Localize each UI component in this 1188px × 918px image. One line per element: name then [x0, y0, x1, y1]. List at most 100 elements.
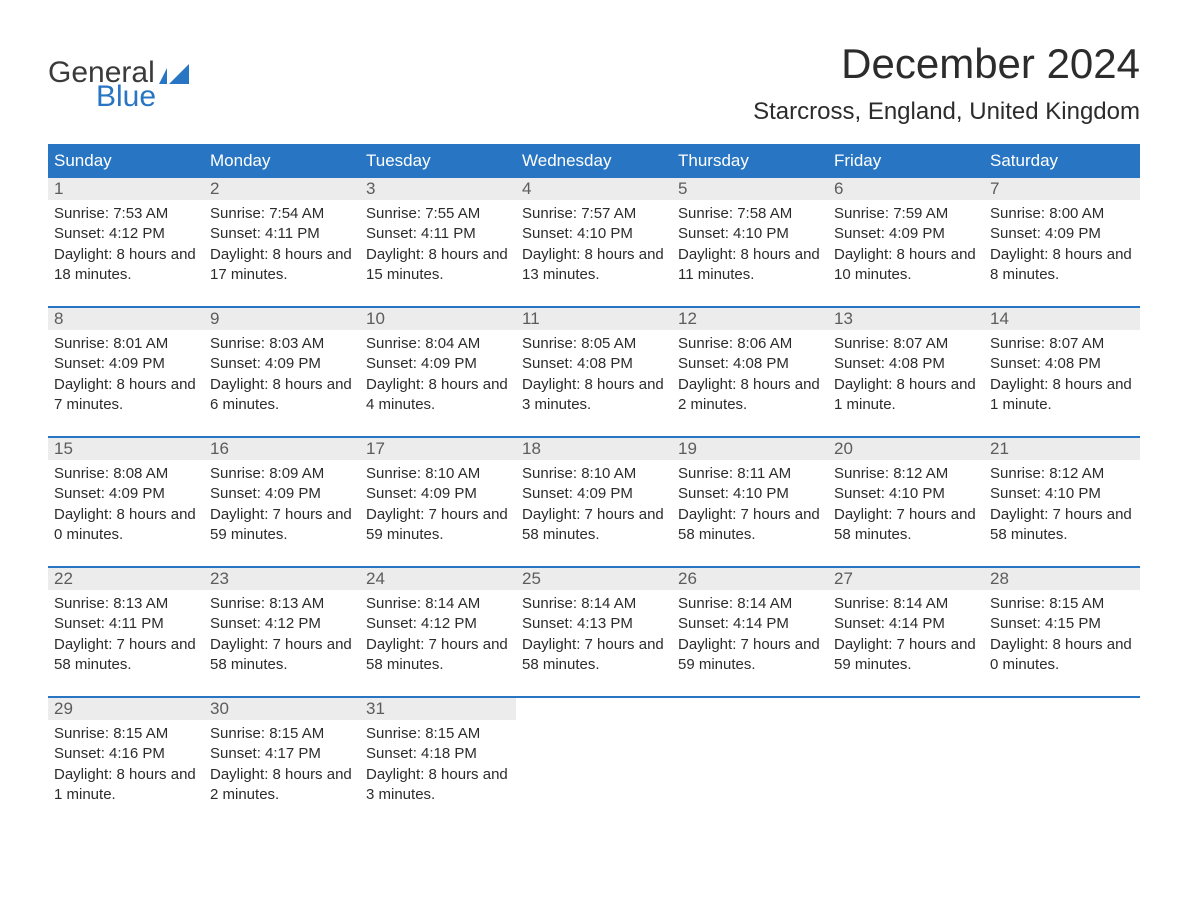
day-content: Sunrise: 8:15 AMSunset: 4:15 PMDaylight:…: [984, 590, 1140, 683]
day-cell: 21Sunrise: 8:12 AMSunset: 4:10 PMDayligh…: [984, 438, 1140, 566]
day-cell: 5Sunrise: 7:58 AMSunset: 4:10 PMDaylight…: [672, 178, 828, 306]
day-number: 25: [516, 568, 672, 590]
sunrise-line: Sunrise: 8:07 AM: [834, 334, 978, 354]
daylight-line: Daylight: 8 hours and 1 minute.: [834, 375, 978, 416]
week-row: 1Sunrise: 7:53 AMSunset: 4:12 PMDaylight…: [48, 178, 1140, 306]
logo: General Blue: [48, 40, 189, 112]
day-number: 21: [984, 438, 1140, 460]
daylight-line: Daylight: 7 hours and 58 minutes.: [54, 635, 198, 676]
day-content: Sunrise: 8:09 AMSunset: 4:09 PMDaylight:…: [204, 460, 360, 553]
sunset-line: Sunset: 4:08 PM: [678, 354, 822, 374]
daylight-line: Daylight: 7 hours and 58 minutes.: [990, 505, 1134, 546]
sunrise-line: Sunrise: 8:14 AM: [678, 594, 822, 614]
daylight-line: Daylight: 8 hours and 17 minutes.: [210, 245, 354, 286]
day-cell: 12Sunrise: 8:06 AMSunset: 4:08 PMDayligh…: [672, 308, 828, 436]
day-content: Sunrise: 8:13 AMSunset: 4:12 PMDaylight:…: [204, 590, 360, 683]
day-number: 3: [360, 178, 516, 200]
day-number: 13: [828, 308, 984, 330]
day-number: 29: [48, 698, 204, 720]
day-content: Sunrise: 8:06 AMSunset: 4:08 PMDaylight:…: [672, 330, 828, 423]
day-number-empty: [828, 698, 984, 720]
sunset-line: Sunset: 4:10 PM: [678, 224, 822, 244]
day-content: Sunrise: 8:14 AMSunset: 4:14 PMDaylight:…: [828, 590, 984, 683]
sunset-line: Sunset: 4:15 PM: [990, 614, 1134, 634]
day-cell: 19Sunrise: 8:11 AMSunset: 4:10 PMDayligh…: [672, 438, 828, 566]
day-cell: [984, 698, 1140, 826]
calendar-body: 1Sunrise: 7:53 AMSunset: 4:12 PMDaylight…: [48, 178, 1140, 826]
day-content: Sunrise: 8:15 AMSunset: 4:18 PMDaylight:…: [360, 720, 516, 813]
sunset-line: Sunset: 4:11 PM: [54, 614, 198, 634]
logo-wave-icon: [159, 64, 189, 88]
day-cell: 31Sunrise: 8:15 AMSunset: 4:18 PMDayligh…: [360, 698, 516, 826]
week-row: 15Sunrise: 8:08 AMSunset: 4:09 PMDayligh…: [48, 436, 1140, 566]
sunset-line: Sunset: 4:10 PM: [522, 224, 666, 244]
week-row: 22Sunrise: 8:13 AMSunset: 4:11 PMDayligh…: [48, 566, 1140, 696]
day-cell: [672, 698, 828, 826]
day-content: Sunrise: 7:59 AMSunset: 4:09 PMDaylight:…: [828, 200, 984, 293]
day-number: 11: [516, 308, 672, 330]
sunrise-line: Sunrise: 8:00 AM: [990, 204, 1134, 224]
day-content: Sunrise: 7:55 AMSunset: 4:11 PMDaylight:…: [360, 200, 516, 293]
sunset-line: Sunset: 4:09 PM: [366, 354, 510, 374]
day-content: Sunrise: 8:07 AMSunset: 4:08 PMDaylight:…: [828, 330, 984, 423]
weekday-header: SundayMondayTuesdayWednesdayThursdayFrid…: [48, 144, 1140, 178]
sunset-line: Sunset: 4:12 PM: [366, 614, 510, 634]
daylight-line: Daylight: 8 hours and 3 minutes.: [522, 375, 666, 416]
daylight-line: Daylight: 7 hours and 58 minutes.: [210, 635, 354, 676]
header: General Blue December 2024 Starcross, En…: [48, 40, 1140, 126]
sunset-line: Sunset: 4:14 PM: [834, 614, 978, 634]
sunrise-line: Sunrise: 8:10 AM: [366, 464, 510, 484]
day-number: 10: [360, 308, 516, 330]
day-content: Sunrise: 8:14 AMSunset: 4:12 PMDaylight:…: [360, 590, 516, 683]
daylight-line: Daylight: 8 hours and 18 minutes.: [54, 245, 198, 286]
day-number: 8: [48, 308, 204, 330]
week-row: 8Sunrise: 8:01 AMSunset: 4:09 PMDaylight…: [48, 306, 1140, 436]
daylight-line: Daylight: 7 hours and 58 minutes.: [366, 635, 510, 676]
sunrise-line: Sunrise: 8:14 AM: [366, 594, 510, 614]
daylight-line: Daylight: 7 hours and 58 minutes.: [522, 635, 666, 676]
day-content: Sunrise: 8:15 AMSunset: 4:16 PMDaylight:…: [48, 720, 204, 813]
daylight-line: Daylight: 8 hours and 11 minutes.: [678, 245, 822, 286]
sunset-line: Sunset: 4:09 PM: [834, 224, 978, 244]
daylight-line: Daylight: 8 hours and 3 minutes.: [366, 765, 510, 806]
day-number: 28: [984, 568, 1140, 590]
day-content: Sunrise: 8:14 AMSunset: 4:14 PMDaylight:…: [672, 590, 828, 683]
day-number-empty: [516, 698, 672, 720]
sunrise-line: Sunrise: 7:53 AM: [54, 204, 198, 224]
day-number: 1: [48, 178, 204, 200]
weekday-label: Friday: [828, 144, 984, 178]
day-cell: 11Sunrise: 8:05 AMSunset: 4:08 PMDayligh…: [516, 308, 672, 436]
daylight-line: Daylight: 7 hours and 59 minutes.: [678, 635, 822, 676]
day-number: 15: [48, 438, 204, 460]
daylight-line: Daylight: 7 hours and 58 minutes.: [678, 505, 822, 546]
day-number: 12: [672, 308, 828, 330]
weekday-label: Sunday: [48, 144, 204, 178]
day-cell: 29Sunrise: 8:15 AMSunset: 4:16 PMDayligh…: [48, 698, 204, 826]
day-number: 31: [360, 698, 516, 720]
day-content: Sunrise: 8:08 AMSunset: 4:09 PMDaylight:…: [48, 460, 204, 553]
day-number: 24: [360, 568, 516, 590]
day-number: 2: [204, 178, 360, 200]
sunset-line: Sunset: 4:16 PM: [54, 744, 198, 764]
daylight-line: Daylight: 7 hours and 59 minutes.: [834, 635, 978, 676]
daylight-line: Daylight: 8 hours and 1 minute.: [54, 765, 198, 806]
location-subtitle: Starcross, England, United Kingdom: [753, 98, 1140, 126]
day-cell: 30Sunrise: 8:15 AMSunset: 4:17 PMDayligh…: [204, 698, 360, 826]
sunrise-line: Sunrise: 7:54 AM: [210, 204, 354, 224]
day-content: Sunrise: 7:58 AMSunset: 4:10 PMDaylight:…: [672, 200, 828, 293]
sunset-line: Sunset: 4:09 PM: [210, 484, 354, 504]
day-content: Sunrise: 8:14 AMSunset: 4:13 PMDaylight:…: [516, 590, 672, 683]
day-cell: 1Sunrise: 7:53 AMSunset: 4:12 PMDaylight…: [48, 178, 204, 306]
sunset-line: Sunset: 4:08 PM: [522, 354, 666, 374]
sunrise-line: Sunrise: 7:58 AM: [678, 204, 822, 224]
weekday-label: Monday: [204, 144, 360, 178]
day-cell: 13Sunrise: 8:07 AMSunset: 4:08 PMDayligh…: [828, 308, 984, 436]
day-cell: 28Sunrise: 8:15 AMSunset: 4:15 PMDayligh…: [984, 568, 1140, 696]
sunset-line: Sunset: 4:09 PM: [210, 354, 354, 374]
day-content: Sunrise: 8:01 AMSunset: 4:09 PMDaylight:…: [48, 330, 204, 423]
day-cell: 9Sunrise: 8:03 AMSunset: 4:09 PMDaylight…: [204, 308, 360, 436]
sunset-line: Sunset: 4:14 PM: [678, 614, 822, 634]
sunrise-line: Sunrise: 8:14 AM: [522, 594, 666, 614]
sunrise-line: Sunrise: 8:01 AM: [54, 334, 198, 354]
day-number-empty: [984, 698, 1140, 720]
